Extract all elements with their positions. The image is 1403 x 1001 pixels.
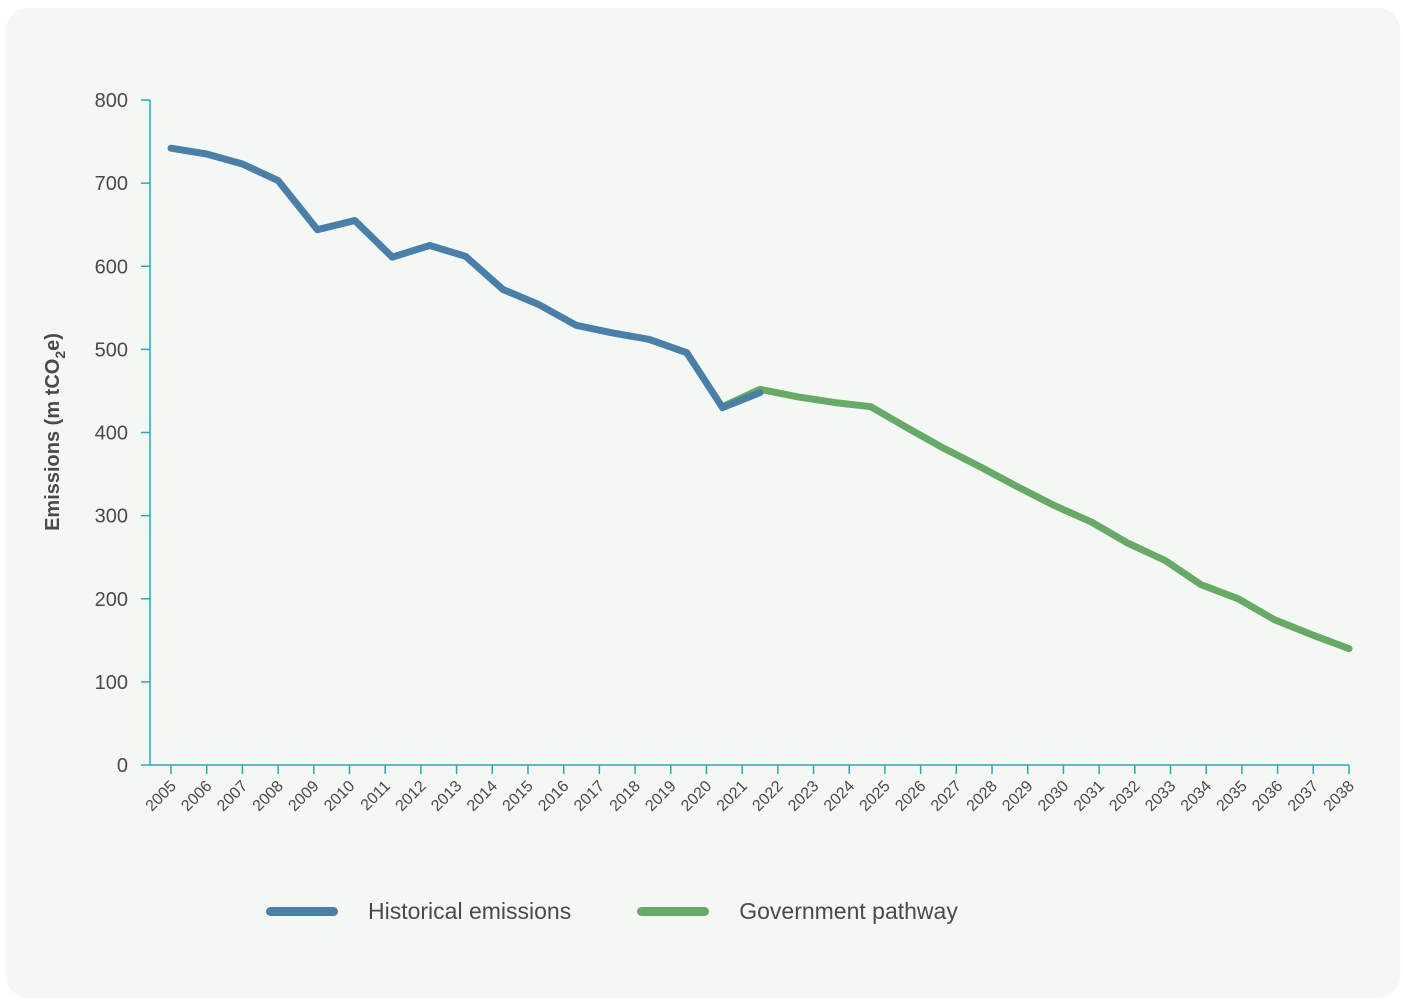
legend-item-pathway[interactable]: Government pathway (637, 898, 958, 925)
legend-swatch-pathway (637, 907, 710, 916)
series-line-historical (167, 144, 764, 412)
x-tick-label: 2014 (464, 778, 501, 815)
x-tick-label: 2035 (1214, 778, 1251, 815)
series-line-pathway (719, 385, 1353, 653)
y-tick-label: 0 (117, 755, 128, 777)
y-axis-label: Emissions (m tCO2e) (42, 333, 68, 531)
y-axis-label-post: e) (42, 333, 64, 351)
x-tick-label: 2030 (1035, 778, 1072, 815)
legend-label-pathway: Government pathway (739, 898, 958, 924)
x-tick-label: 2023 (785, 778, 822, 815)
x-tick-label: 2017 (571, 778, 608, 815)
x-tick-label: 2008 (250, 778, 287, 815)
x-tick-label: 2011 (358, 778, 394, 814)
legend: Historical emissions Government pathway (266, 898, 958, 925)
y-tick-label: 500 (95, 339, 128, 361)
y-tick-label: 600 (95, 256, 128, 278)
x-tick-label: 2024 (821, 778, 858, 815)
x-tick-label: 2007 (214, 778, 251, 815)
x-tick-label: 2009 (285, 778, 322, 815)
x-tick-label: 2016 (535, 778, 572, 815)
x-tick-label: 2036 (1249, 778, 1286, 815)
series-layer (167, 144, 1353, 653)
x-tick-label: 2020 (678, 778, 715, 815)
y-tick-label: 800 (95, 90, 128, 112)
x-tick-label: 2037 (1285, 778, 1322, 815)
x-tick-label: 2034 (1178, 778, 1215, 815)
x-tick-label: 2027 (928, 778, 965, 815)
x-tick-label: 2025 (857, 778, 894, 815)
x-tick-label: 2013 (428, 778, 465, 815)
y-axis-label-subscript: 2 (52, 351, 68, 359)
y-tick-label: 200 (95, 589, 128, 611)
y-tick-label: 700 (95, 173, 128, 195)
x-tick-label: 2028 (964, 778, 1001, 815)
x-tick-label: 2018 (607, 778, 644, 815)
x-tick-label: 2012 (393, 778, 430, 815)
x-tick-label: 2019 (642, 778, 679, 815)
y-tick-label: 100 (95, 672, 128, 694)
x-tick-label: 2033 (1142, 778, 1179, 815)
x-tick-label: 2031 (1071, 778, 1108, 815)
y-tick-label: 400 (95, 423, 128, 445)
legend-swatch-historical (266, 907, 338, 916)
legend-label-historical: Historical emissions (368, 898, 572, 924)
x-tick-label: 2022 (749, 778, 786, 815)
y-axis-label-pre: Emissions (m tCO (42, 359, 64, 531)
x-tick-label: 2038 (1321, 778, 1358, 815)
chart-card (6, 8, 1400, 998)
x-tick-label: 2006 (178, 778, 215, 815)
legend-item-historical[interactable]: Historical emissions (266, 898, 571, 925)
x-tick-label: 2026 (892, 778, 929, 815)
x-tick-label: 2021 (714, 778, 751, 815)
x-tick-label: 2010 (321, 778, 358, 815)
x-tick-label: 2005 (143, 778, 180, 815)
x-tick-label: 2015 (500, 778, 537, 815)
x-tick-label: 2032 (1106, 778, 1143, 815)
y-axis: 0 100 200 300 400 500 600 700 800 (95, 90, 151, 777)
y-tick-label: 300 (95, 506, 128, 528)
x-tick-label: 2029 (999, 778, 1036, 815)
